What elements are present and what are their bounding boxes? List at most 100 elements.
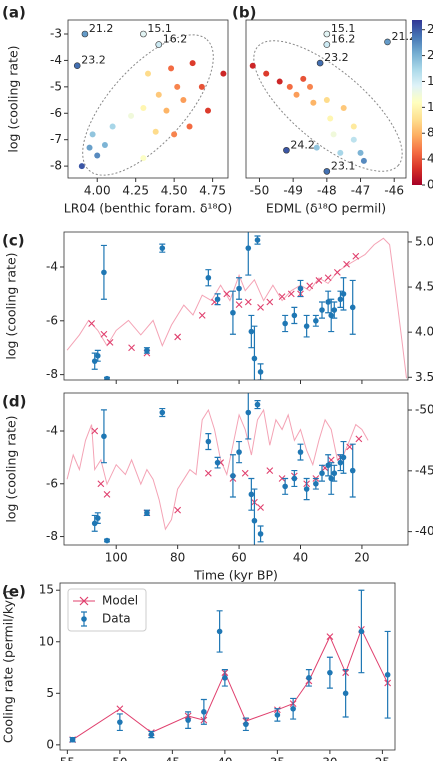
model-marker <box>324 274 332 282</box>
y-tick-label: -4 <box>46 259 58 273</box>
scatter-point <box>357 149 364 156</box>
y2-tick-label: 5.0 <box>415 234 433 248</box>
model-marker <box>278 475 286 482</box>
y-axis-label: log (cooling rate) <box>6 45 21 152</box>
model-marker <box>198 312 206 319</box>
y-tick-label: -8 <box>46 529 58 543</box>
scatter-point <box>155 91 162 98</box>
data-point <box>214 296 221 303</box>
colorbar-tick-label: 4 <box>427 152 433 166</box>
model-line <box>66 237 407 379</box>
model-marker <box>266 298 274 306</box>
model-marker <box>346 443 354 451</box>
x-tick-label: 60 <box>231 551 246 565</box>
data-point <box>306 675 312 681</box>
scatter-point <box>300 75 307 82</box>
data-point <box>290 705 296 712</box>
scatter-point <box>276 78 283 85</box>
legend-label: Model <box>102 594 138 608</box>
colorbar-tick-label: 12 <box>427 100 433 114</box>
data-point <box>325 299 331 305</box>
data-point <box>319 470 325 477</box>
data-point <box>331 307 338 313</box>
data-point <box>201 709 207 715</box>
point-label: 15.1 <box>331 22 356 35</box>
x-tick-label: -47 <box>351 184 371 198</box>
model-marker <box>235 301 243 309</box>
data-point <box>251 517 258 524</box>
x-axis-label: EDML (δ¹⁸O permil) <box>266 201 386 216</box>
data-point <box>313 480 319 487</box>
scatter-point <box>128 112 135 119</box>
point-label: 23.2 <box>324 51 349 64</box>
data-point <box>144 510 150 516</box>
data-point <box>148 731 155 738</box>
model-marker <box>315 277 323 284</box>
data-point <box>291 475 298 482</box>
model-marker <box>100 330 108 338</box>
scatter-point <box>323 168 331 175</box>
x-tick-label: 4.25 <box>122 184 149 198</box>
panel-label: (c) <box>2 232 25 250</box>
x-tick-label: 40 <box>293 551 308 565</box>
x-tick-label: -49 <box>283 184 303 198</box>
model-marker <box>278 293 286 300</box>
data-point <box>236 449 242 455</box>
data-point <box>248 328 255 335</box>
x-tick-label: 80 <box>170 551 185 565</box>
plot-area <box>69 589 392 744</box>
data-point <box>384 671 391 678</box>
data-point <box>303 323 310 329</box>
y-tick-label: -6 <box>50 106 62 120</box>
legend-box <box>67 588 147 632</box>
scatter-point <box>189 60 196 67</box>
model-marker <box>241 469 249 477</box>
x-tick-label: 100 <box>105 551 128 565</box>
y2-tick-label: 4.0 <box>415 325 433 339</box>
data-point <box>337 459 344 466</box>
y-tick-label: -8 <box>50 159 62 173</box>
scatter-point <box>323 41 331 48</box>
y-tick-label: -6 <box>46 313 58 327</box>
scatter-point <box>293 91 300 98</box>
x-tick-label: -50 <box>250 184 270 198</box>
data-point <box>297 449 304 455</box>
panel-label: (b) <box>232 4 256 22</box>
y-tick-label: 0 <box>46 737 54 751</box>
y-tick-label: -4 <box>46 424 58 438</box>
data-point <box>104 537 110 544</box>
y-tick-label: 15 <box>39 583 54 597</box>
data-point <box>94 515 101 521</box>
model-marker <box>266 467 274 474</box>
data-point <box>214 459 221 466</box>
scatter-point <box>155 41 163 48</box>
data-point <box>328 312 335 319</box>
data-point <box>101 433 107 440</box>
data-point <box>185 717 191 723</box>
model-marker <box>106 338 114 346</box>
scatter-point <box>145 70 151 77</box>
panel-label: (a) <box>2 4 26 22</box>
scatter-point <box>81 30 89 38</box>
legend-label: Data <box>102 612 131 626</box>
x-tick-label: 50 <box>112 756 127 761</box>
x-tick-label: 30 <box>322 756 337 761</box>
data-point <box>342 690 349 697</box>
model-marker <box>327 456 335 464</box>
scatter-point <box>205 107 211 114</box>
colorbar <box>412 20 422 185</box>
scatter-point <box>307 83 313 90</box>
y2-tick-label: 3.5 <box>415 370 433 384</box>
scatter-point <box>263 70 270 77</box>
y-axis-label: log (cooling rate) <box>4 415 19 522</box>
x-tick-label: 4.75 <box>199 184 226 198</box>
scatter-point <box>316 59 324 67</box>
plot-area <box>66 232 407 380</box>
legend-marker <box>79 596 89 606</box>
y-tick-label: -7 <box>50 132 62 146</box>
point-label: 16.2 <box>163 33 188 46</box>
plot-area <box>66 393 369 545</box>
model-line <box>72 628 389 741</box>
